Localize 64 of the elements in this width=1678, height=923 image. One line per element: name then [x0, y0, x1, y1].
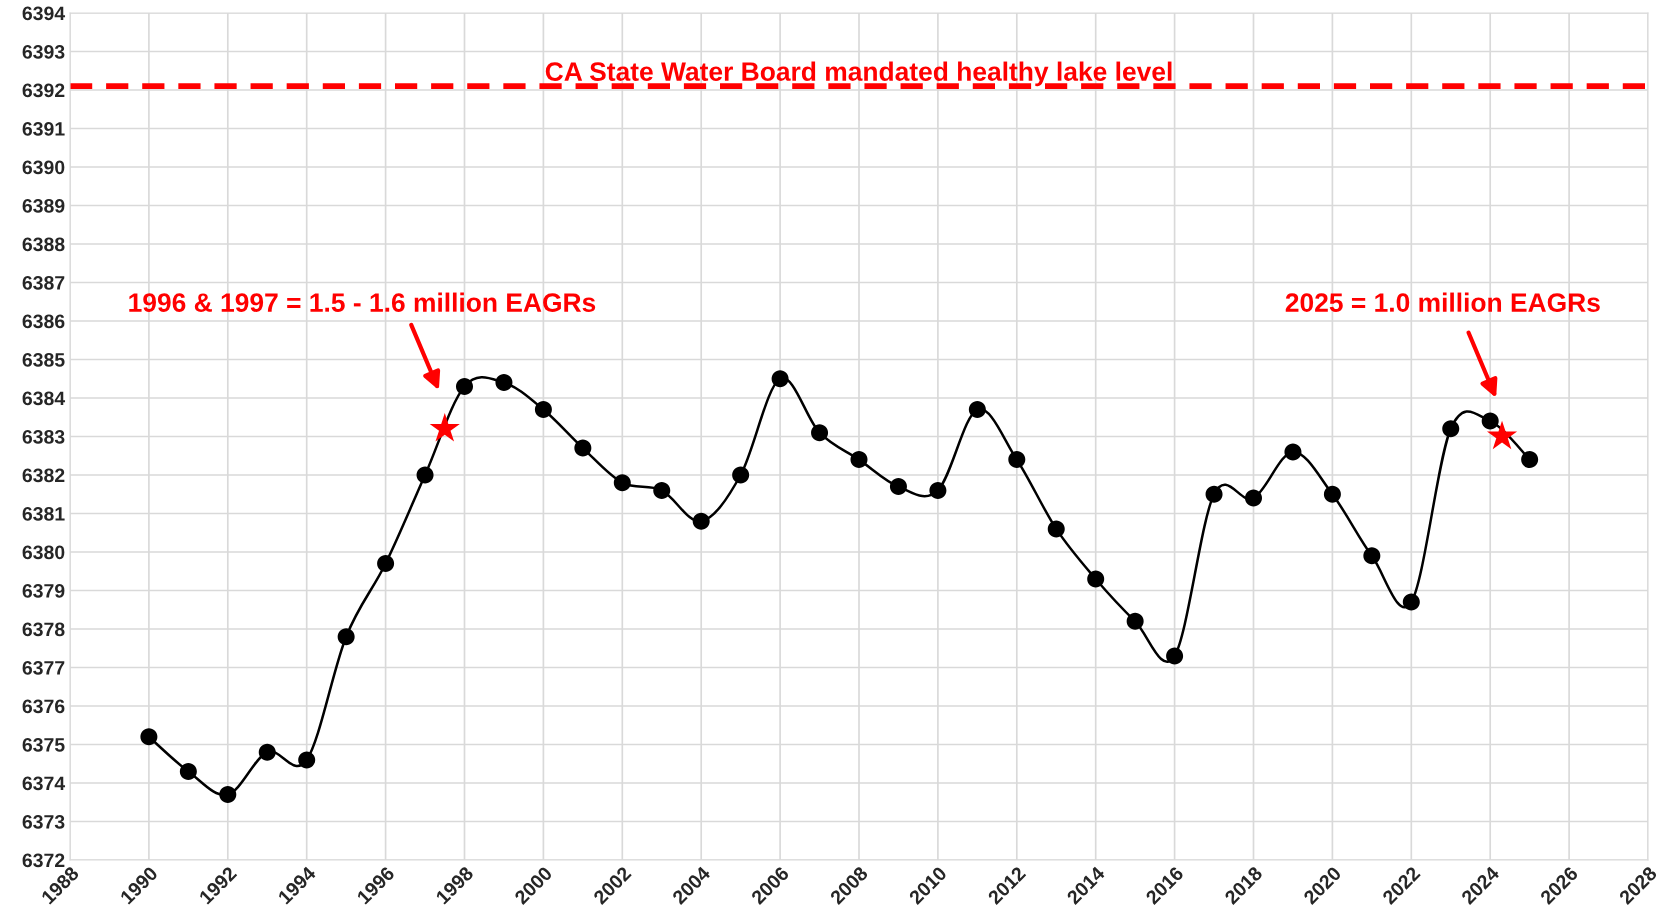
point: [1486, 420, 1518, 450]
point: [1205, 485, 1223, 503]
point: [377, 555, 395, 573]
point: [1284, 443, 1302, 461]
point: [1244, 489, 1263, 507]
point: [968, 401, 986, 419]
y-tick-label: 6389: [22, 198, 65, 213]
point: [1323, 485, 1341, 503]
y-tick-label: 6388: [22, 237, 65, 252]
y-tick-label: 6377: [22, 660, 65, 675]
point: [692, 512, 710, 530]
y-tick-label: 6372: [22, 853, 65, 868]
point: [1087, 570, 1105, 588]
y-tick-label: 6391: [22, 121, 65, 136]
point: [258, 743, 276, 761]
point: [574, 439, 592, 457]
point: [1442, 420, 1460, 438]
y-tick-label: 6380: [22, 545, 65, 560]
point: [219, 786, 237, 804]
point: [811, 424, 829, 442]
annotation: 1996 & 1997 = 1.5 - 1.6 million EAGRs: [129, 292, 596, 312]
point: [534, 401, 552, 419]
y-tick-label: 6383: [22, 429, 65, 444]
point: [179, 762, 197, 780]
point: [337, 628, 355, 646]
y-tick-label: 6375: [22, 737, 65, 752]
point: [732, 466, 750, 484]
point: [1047, 520, 1065, 538]
y-tick-label: 6374: [22, 776, 66, 791]
y-tick-label: 6390: [22, 160, 65, 175]
y-tick-label: 6384: [22, 391, 66, 406]
y-tick-label: 6378: [22, 622, 65, 637]
y-tick-label: 6382: [22, 468, 65, 483]
annotation: 2025 = 1.0 million EAGRs: [1285, 292, 1600, 312]
point: [653, 481, 671, 499]
point: [1166, 647, 1184, 665]
y-tick-label: 6386: [22, 314, 65, 329]
y-tick-label: 6381: [22, 506, 65, 521]
point: [298, 751, 316, 769]
point: [850, 451, 868, 469]
point: [929, 481, 947, 499]
point: [429, 412, 460, 442]
point: [495, 374, 513, 392]
point: [1402, 593, 1420, 611]
point: [889, 478, 907, 496]
y-tick-label: 6373: [22, 814, 65, 829]
y-tick-label: 6387: [22, 275, 65, 290]
point: [1126, 612, 1144, 630]
point: [455, 377, 474, 395]
point: [140, 728, 158, 746]
y-tick-label: 6385: [22, 352, 65, 367]
point: [1521, 451, 1539, 469]
point: [416, 466, 434, 484]
y-tick-label: 6393: [22, 44, 65, 59]
point: [771, 370, 789, 388]
ref-line-label: CA State Water Board mandated healthy lake level: [545, 61, 1172, 87]
y-tick-label: 6394: [22, 6, 66, 21]
point: [1481, 412, 1499, 430]
y-tick-label: 6379: [22, 583, 65, 598]
y-tick-label: 6376: [22, 699, 65, 714]
point: [1363, 547, 1381, 565]
point: [613, 474, 631, 492]
point: [1008, 451, 1026, 469]
y-tick-label: 6392: [22, 83, 65, 98]
